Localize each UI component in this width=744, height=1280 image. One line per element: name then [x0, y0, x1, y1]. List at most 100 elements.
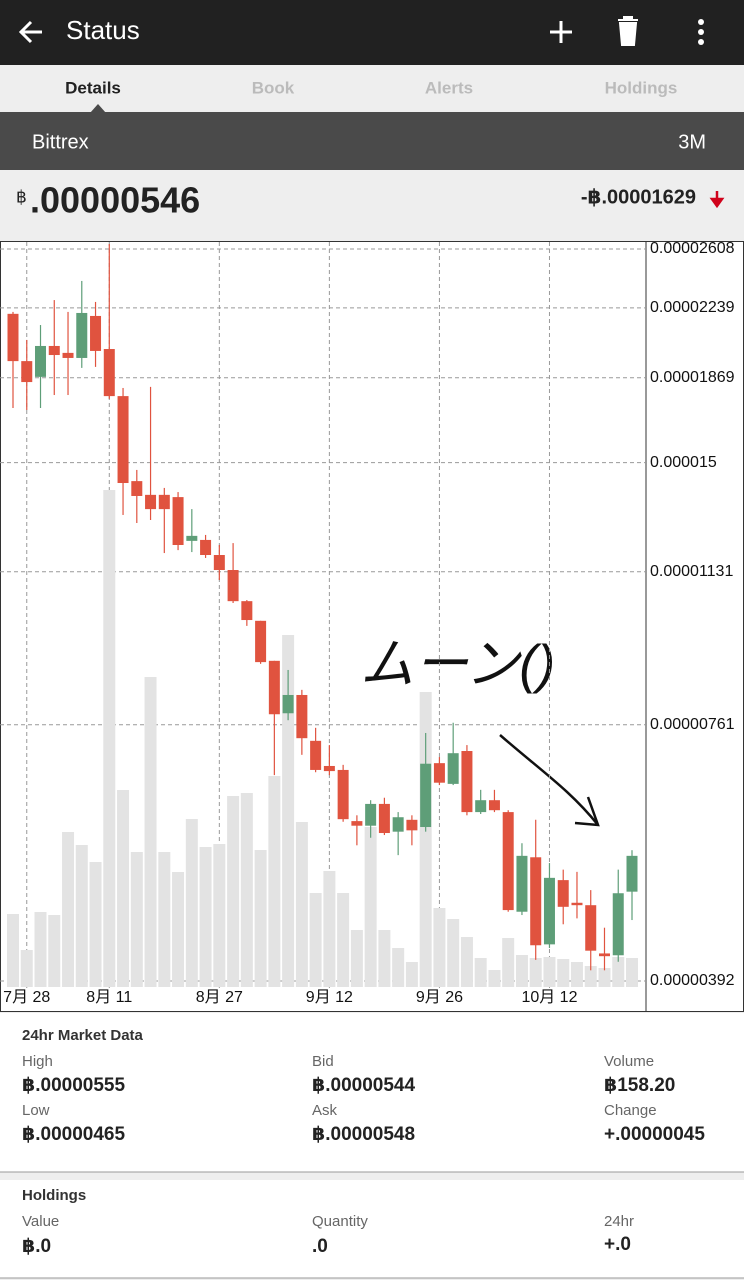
candle-body [296, 694, 308, 739]
x-tick-label: 8月 11 [86, 989, 132, 1006]
candle-body [337, 769, 349, 820]
candle-body [598, 953, 610, 957]
candle-body [48, 345, 60, 356]
volume-bar [48, 915, 61, 987]
candle-body [447, 753, 459, 784]
candle-body [585, 905, 597, 951]
volume-bar [447, 919, 460, 987]
volume-bar [460, 937, 473, 987]
chart: 0.00000392 0.00000761 0.00001131 0.000015 0.… [0, 240, 735, 1006]
price: .00000546 [30, 180, 200, 221]
y-tick-label: 0.00001131 [650, 563, 733, 580]
volume-bar [185, 819, 198, 987]
volume-bar [337, 893, 350, 987]
candle-body [530, 857, 542, 946]
volume-bar [213, 844, 226, 987]
volume-bar [20, 950, 33, 987]
stat-label: Change [604, 1102, 657, 1119]
candle-body [557, 880, 569, 907]
volume-bar [557, 959, 570, 987]
app-title: Status [66, 15, 140, 45]
volume-bar [103, 490, 116, 987]
candle-body [310, 740, 322, 770]
candle-body [21, 361, 33, 383]
x-tick-label: 7月 28 [3, 989, 50, 1006]
stat-value: ฿.0 [22, 1236, 51, 1257]
candle-body [351, 821, 363, 826]
candle-body [255, 620, 267, 663]
stat-value: ฿.00000544 [312, 1075, 415, 1096]
candle-body [571, 902, 583, 906]
tab[interactable]: Book [252, 78, 295, 97]
stat-label: Low [22, 1102, 50, 1119]
holdings-card [0, 1180, 744, 1278]
volume-bar [130, 852, 143, 987]
exchange-bar [0, 112, 744, 170]
stat-value: +.00000045 [604, 1124, 705, 1145]
volume-bar [529, 958, 542, 987]
candle-body [282, 694, 294, 714]
stat-label: High [22, 1053, 53, 1070]
candle-body [516, 855, 528, 912]
back-button[interactable] [18, 20, 42, 44]
volume-bar [199, 847, 212, 987]
candle-body [502, 812, 514, 911]
tab[interactable]: Holdings [605, 78, 678, 97]
volume-bar [254, 850, 267, 987]
candle-body [543, 877, 555, 945]
candle-body [392, 817, 404, 832]
period[interactable]: 3M [678, 131, 706, 153]
candle-body [475, 800, 487, 813]
stat-value: ฿.00000555 [22, 1075, 125, 1096]
candle-body [35, 345, 47, 377]
candle-body [420, 763, 432, 828]
candle-body [76, 312, 88, 358]
x-tick-label: 10月 12 [521, 989, 577, 1006]
candle-body [117, 396, 129, 484]
stat-label: Ask [312, 1102, 338, 1119]
volume-bar [543, 957, 556, 987]
y-tick-label: 0.000015 [650, 454, 717, 471]
candle-body [186, 535, 198, 541]
candle-body [172, 497, 184, 545]
stat-value: +.0 [604, 1234, 631, 1255]
candle-body [90, 315, 102, 351]
volume-bar [34, 912, 47, 987]
annotation-arrow [499, 734, 600, 827]
candle-body [378, 803, 390, 834]
tab[interactable]: Alerts [425, 78, 473, 97]
x-tick-label: 8月 27 [196, 989, 243, 1006]
volume-bar [117, 790, 130, 987]
delete-button[interactable] [618, 16, 638, 46]
candle-body [626, 855, 638, 892]
volume-bar [392, 948, 405, 987]
market-card [0, 1013, 744, 1172]
volume-bar [75, 845, 88, 987]
candle-body [158, 494, 170, 510]
volume-bar [62, 832, 75, 987]
stat-label: Value [22, 1213, 59, 1230]
add-button[interactable] [550, 21, 572, 43]
stat-label: 24hr [604, 1213, 634, 1230]
price-change: -฿.00001629 [581, 186, 696, 208]
candle-body [7, 313, 19, 362]
volume-bar [172, 872, 185, 987]
volume-bar [309, 893, 322, 987]
candle-body [433, 763, 445, 783]
volume-bar [158, 852, 171, 987]
menu-button[interactable] [698, 19, 704, 45]
tab[interactable]: Details [65, 78, 121, 97]
y-tick-label: 0.00002608 [650, 240, 735, 257]
y-tick-label: 0.00000392 [650, 972, 735, 989]
volume-bar [598, 968, 611, 987]
candle-body [200, 539, 212, 556]
volume-bar [7, 914, 19, 987]
stat-value: .0 [312, 1236, 328, 1257]
y-tick-label: 0.00001869 [650, 369, 735, 386]
volume-bar [570, 962, 583, 987]
volume-bar [323, 871, 336, 987]
candle-body [62, 352, 74, 358]
candle-body [612, 893, 624, 956]
stat-value: ฿.00000465 [22, 1124, 125, 1145]
volume-bar [405, 962, 418, 987]
